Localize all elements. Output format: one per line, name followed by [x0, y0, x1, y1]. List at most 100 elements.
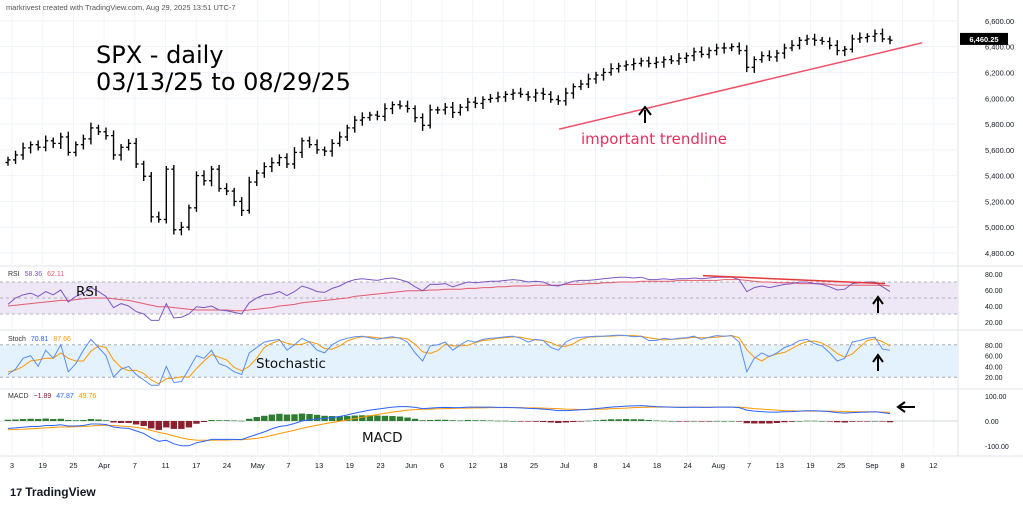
- macd-histogram-bar: [125, 421, 132, 423]
- macd-histogram-bar: [419, 420, 426, 421]
- macd-histogram-bar: [359, 415, 366, 421]
- macd-histogram-bar: [758, 421, 766, 424]
- macd-panel: [0, 401, 958, 447]
- macd-histogram-bar: [261, 415, 268, 421]
- macd-histogram-bar: [148, 421, 155, 429]
- macd-histogram-bar: [494, 420, 502, 422]
- macd-histogram-bar: [547, 421, 554, 423]
- macd-histogram-bar: [705, 421, 713, 422]
- macd-histogram-bar: [464, 420, 472, 421]
- macd-arrow-head: [896, 401, 906, 413]
- x-tick-label: 7: [286, 461, 290, 470]
- macd-histogram-bar: [751, 421, 758, 424]
- title-line-1: SPX - daily: [96, 41, 224, 69]
- x-tick-label: 12: [468, 461, 476, 470]
- stoch-tick-label: 20.00: [985, 375, 1003, 382]
- macd-histogram-bar: [720, 421, 728, 422]
- macd-histogram-bar: [683, 421, 690, 422]
- macd-histogram-bar: [200, 421, 208, 422]
- macd-histogram-bar: [818, 421, 826, 422]
- macd-histogram-bar: [803, 420, 811, 422]
- macd-histogram-bar: [246, 418, 253, 421]
- macd-histogram-bar: [238, 420, 245, 422]
- macd-tick-label: 0.00: [985, 419, 999, 426]
- title-line-2: 03/13/25 to 08/29/25: [96, 68, 351, 96]
- price-tick-label: 5,600.00: [985, 146, 1014, 155]
- stoch-legend[interactable]: Stoch 70.81 87.66: [8, 336, 74, 343]
- stoch-tick-label: 60.00: [985, 354, 1003, 361]
- rsi-ma-line: [7, 279, 891, 312]
- macd-histogram-bar: [253, 417, 260, 421]
- x-tick-label: 3: [10, 461, 14, 470]
- macd-histogram-bar: [577, 421, 585, 422]
- macd-histogram-bar: [585, 420, 592, 422]
- price-tick-label: 5,000.00: [985, 223, 1014, 232]
- macd-histogram-bar: [638, 419, 645, 421]
- macd-signal-value: 49.76: [78, 393, 97, 400]
- rsi-tick-label: 80.00: [985, 272, 1003, 279]
- rsi-legend-name: RSI: [8, 271, 20, 278]
- macd-histogram-bar: [849, 421, 856, 422]
- macd-hist-value: −1.89: [33, 393, 52, 400]
- macd-histogram-bar: [328, 416, 336, 421]
- rsi-band: [0, 282, 958, 314]
- tradingview-logo[interactable]: 17 TradingView: [10, 485, 96, 499]
- macd-histogram-bar: [215, 420, 223, 421]
- last-price-tag: [960, 32, 1008, 45]
- macd-histogram-bar: [283, 414, 291, 421]
- macd-histogram-bar: [622, 419, 630, 421]
- x-tick-label: 8: [593, 461, 597, 470]
- x-tick-label: 25: [837, 461, 845, 470]
- axes: 3 19 25 Apr 7 11 17 24 May 7 13 19 23 Jun 6 12 18 25 Jul 8 1…: [10, 17, 1014, 470]
- macd-histogram-bar: [570, 421, 577, 422]
- rsi-arrow-head: [872, 295, 884, 305]
- x-tick-label: 18: [499, 461, 507, 470]
- x-tick-label: 19: [39, 461, 47, 470]
- macd-histogram-bar: [886, 421, 894, 423]
- grid: [0, 0, 1023, 457]
- rsi-tick-label: 60.00: [985, 288, 1003, 295]
- macd-histogram-bar: [442, 419, 449, 421]
- rsi-legend[interactable]: RSI 58.36 62.11: [8, 271, 67, 278]
- attribution: markrivest created with TradingView.com,…: [6, 3, 236, 12]
- macd-histogram-bar: [645, 420, 652, 421]
- macd-histogram-bar: [4, 419, 12, 421]
- macd-histogram-bar: [841, 421, 848, 423]
- macd-histogram-bar: [434, 419, 441, 421]
- tradingview-mark: 17: [10, 487, 23, 499]
- macd-histogram-bar: [65, 420, 72, 421]
- macd-signal-line: [7, 406, 891, 441]
- price-tick-label: 6,400.00: [985, 43, 1014, 52]
- macd-histogram-bar: [12, 419, 19, 421]
- x-tick-label: 12: [929, 461, 937, 470]
- macd-histogram-bar: [728, 421, 735, 422]
- macd-histogram-bar: [532, 421, 539, 422]
- macd-histogram-bar: [27, 418, 34, 421]
- macd-histogram-bar: [675, 421, 683, 422]
- macd-histogram-bar: [87, 419, 95, 421]
- macd-histogram-bar: [140, 421, 147, 426]
- stochastic-panel: [7, 334, 891, 386]
- stoch-tick-label: 80.00: [985, 343, 1003, 350]
- x-tick-label: 19: [806, 461, 814, 470]
- macd-histogram-bar: [502, 420, 509, 422]
- macd-histogram-bar: [524, 421, 532, 422]
- x-tick-label: Jun: [405, 461, 417, 470]
- macd-histogram-bar: [630, 419, 637, 421]
- price-tick-label: 4,800.00: [985, 249, 1014, 258]
- x-tick-label: 6: [440, 461, 444, 470]
- stoch-band: [0, 344, 958, 378]
- stoch-legend-name: Stoch: [8, 336, 26, 343]
- macd-histogram-bar: [788, 421, 796, 422]
- x-tick-label: 17: [192, 461, 200, 470]
- macd-legend[interactable]: MACD −1.89 47.87 49.76: [8, 393, 99, 400]
- macd-histogram-bar: [796, 421, 803, 422]
- macd-histogram-bar: [871, 421, 879, 422]
- macd-histogram-bar: [230, 420, 238, 422]
- trendline-annotation: important trendline: [581, 130, 727, 148]
- macd-histogram-bar: [449, 420, 456, 421]
- x-tick-label: Jul: [560, 461, 570, 470]
- rsi-panel: [7, 274, 891, 321]
- rsi-ma-value: 62.11: [47, 271, 65, 278]
- macd-histogram-bar: [660, 420, 668, 422]
